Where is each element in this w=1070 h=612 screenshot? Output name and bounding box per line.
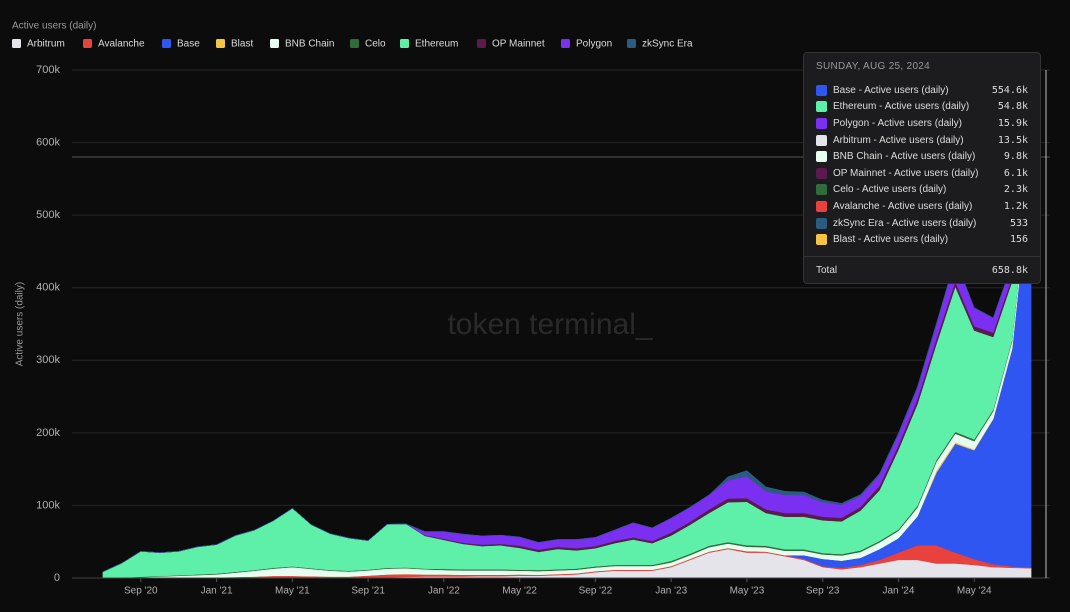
tooltip-row: Base - Active users (daily) 554.6k [816, 82, 1028, 99]
tooltip-swatch [816, 84, 827, 96]
x-tick-label: Sep '22 [579, 586, 613, 597]
legend-label: OP Mainnet [492, 39, 545, 50]
tooltip-value: 15.9k [997, 117, 1028, 129]
plot-area [102, 99, 1032, 579]
legend-label: BNB Chain [285, 39, 334, 50]
watermark: token terminal_ [447, 308, 653, 341]
tooltip-swatch [816, 184, 827, 196]
tooltip-value: 554.6k [991, 84, 1028, 96]
legend-label: Base [177, 39, 200, 50]
tooltip-label: OP Mainnet - Active users (daily) [833, 167, 979, 179]
tooltip-row: Avalanche - Active users (daily) 1.2k [816, 198, 1028, 215]
x-tick-label: Sep '23 [806, 586, 840, 597]
y-tick-label: 300k [36, 354, 60, 366]
tooltip-value: 6.1k [1003, 167, 1028, 179]
tooltip-value: 156 [1009, 234, 1028, 246]
tooltip-rows: Base - Active users (daily) 554.6k Ethereu… [816, 82, 1028, 248]
legend-swatch [400, 39, 409, 48]
tooltip-swatch [816, 117, 827, 129]
y-tick-label: 700k [36, 64, 60, 76]
axes: 0 100k 200k 300k 400k 500k 600k 700k Sep '20 Jan … [36, 64, 1050, 597]
legend-label: Ethereum [415, 39, 458, 50]
tooltip-value: 533 [1009, 217, 1028, 229]
tooltip-label: Blast - Active users (daily) [833, 234, 949, 246]
tooltip-swatch [816, 200, 827, 212]
tooltip-row: zkSync Era - Active users (daily) 533 [816, 215, 1028, 232]
tooltip-total: Total 658.8k [816, 263, 1028, 279]
x-tick-label: May '24 [957, 586, 992, 597]
legend-swatch [216, 39, 225, 48]
x-tick-label: Jan '23 [655, 586, 687, 597]
tooltip-row: Blast - Active users (daily) 156 [816, 231, 1028, 248]
separator [804, 255, 1040, 257]
legend: Arbitrum Avalanche Base Blast BNB Chain Celo E… [12, 39, 693, 50]
y-tick-label: 100k [36, 499, 60, 511]
x-tick-label: Sep '20 [124, 586, 158, 597]
x-tick-label: Jan '21 [201, 586, 233, 597]
tooltip-value: 9.8k [1003, 151, 1028, 163]
tooltip-value: 1.2k [1003, 200, 1028, 212]
legend-label: Arbitrum [27, 39, 65, 50]
x-tick-label: Sep '21 [351, 586, 385, 597]
tooltip-row: BNB Chain - Active users (daily) 9.8k [816, 148, 1028, 165]
tooltip-label: Base - Active users (daily) [833, 84, 949, 96]
total-label: Total [816, 265, 838, 277]
tooltip: SUNDAY, AUG 25, 2024 Base - Active users… [803, 52, 1041, 284]
tooltip-label: Celo - Active users (daily) [833, 184, 947, 196]
tooltip-swatch [816, 234, 827, 246]
tooltip-label: Polygon - Active users (daily) [833, 117, 962, 129]
chart-title: Active users (daily) [12, 21, 96, 32]
y-tick-label: 200k [36, 427, 60, 439]
tooltip-swatch [816, 101, 827, 113]
legend-swatch [12, 39, 21, 48]
tooltip-label: Ethereum - Active users (daily) [833, 101, 970, 113]
y-tick-label: 400k [36, 282, 60, 294]
legend-label: Celo [365, 39, 386, 50]
tooltip-row: Arbitrum - Active users (daily) 13.5k [816, 132, 1028, 149]
tooltip-label: zkSync Era - Active users (daily) [833, 217, 977, 229]
legend-label: Avalanche [98, 39, 145, 50]
tooltip-swatch [816, 217, 827, 229]
y-tick-label: 600k [36, 136, 60, 148]
x-tick-label: May '22 [502, 586, 537, 597]
y-tick-label: 500k [36, 209, 60, 221]
y-axis-title: Active users (daily) [15, 282, 26, 366]
tooltip-row: Polygon - Active users (daily) 15.9k [816, 115, 1028, 132]
tooltip-value: 54.8k [997, 101, 1028, 113]
y-tick-label: 0 [54, 572, 60, 584]
tooltip-swatch [816, 151, 827, 163]
legend-swatch [627, 39, 636, 48]
x-tick-label: Jan '22 [428, 586, 460, 597]
legend-label: Blast [231, 39, 253, 50]
legend-swatch [162, 39, 171, 48]
tooltip-label: BNB Chain - Active users (daily) [833, 151, 976, 163]
tooltip-row: Celo - Active users (daily) 2.3k [816, 182, 1028, 199]
tooltip-swatch [816, 134, 827, 146]
x-tick-label: May '23 [730, 586, 765, 597]
tooltip-row: OP Mainnet - Active users (daily) 6.1k [816, 165, 1028, 182]
tooltip-value: 2.3k [1003, 184, 1028, 196]
legend-swatch [561, 39, 570, 48]
legend-swatch [477, 39, 486, 48]
legend-label: Polygon [576, 39, 612, 50]
tooltip-swatch [816, 167, 827, 179]
tooltip-label: Avalanche - Active users (daily) [833, 200, 973, 212]
tooltip-row: Ethereum - Active users (daily) 54.8k [816, 99, 1028, 116]
total-value: 658.8k [991, 265, 1028, 277]
x-tick-label: May '21 [275, 586, 310, 597]
tooltip-label: Arbitrum - Active users (daily) [833, 134, 964, 146]
tooltip-value: 13.5k [997, 134, 1028, 146]
legend-swatch [270, 39, 279, 48]
legend-swatch [350, 39, 359, 48]
legend-swatch [83, 39, 92, 48]
tooltip-date: SUNDAY, AUG 25, 2024 [816, 61, 931, 72]
legend-label: zkSync Era [642, 39, 693, 50]
x-tick-label: Jan '24 [883, 586, 915, 597]
